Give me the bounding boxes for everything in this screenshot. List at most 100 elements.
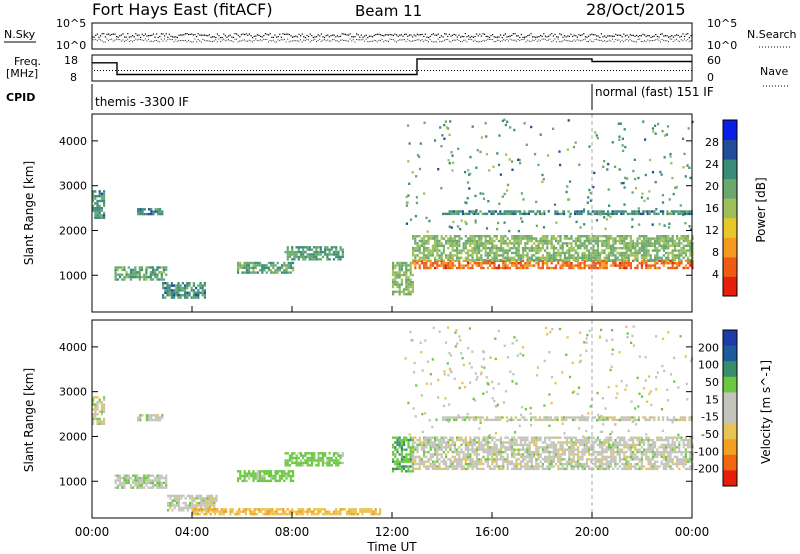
- nave-point: [523, 70, 524, 71]
- nsky-point: [487, 35, 489, 37]
- power-cell: [607, 242, 610, 245]
- power-cell: [405, 269, 408, 272]
- power-cell: [601, 266, 604, 270]
- velocity-cell: [398, 446, 401, 449]
- power-cell: [425, 264, 428, 267]
- nsearch-point: [285, 41, 287, 43]
- nave-point: [598, 70, 599, 71]
- velocity-cell: [561, 453, 564, 456]
- velocity-cell: [506, 453, 509, 456]
- power-cell: [623, 256, 626, 259]
- power-cell: [458, 249, 461, 252]
- power-cell: [501, 195, 504, 198]
- velocity-cell: [579, 438, 582, 442]
- power-cell: [486, 266, 489, 270]
- nsky-point: [672, 36, 674, 38]
- velocity-cell: [339, 454, 342, 457]
- nave-point: [580, 70, 581, 71]
- velocity-cell: [500, 443, 503, 447]
- velocity-cell: [281, 470, 284, 473]
- velocity-cell: [361, 510, 364, 513]
- nsearch-point: [544, 38, 546, 40]
- power-cell: [456, 254, 459, 257]
- velocity-cell: [129, 484, 133, 487]
- velocity-cell: [317, 461, 320, 465]
- power-cell: [96, 195, 99, 198]
- power-cell: [530, 244, 533, 247]
- power-cell: [521, 212, 524, 216]
- power-cell: [535, 224, 538, 228]
- velocity-cell: [239, 477, 242, 480]
- power-cell: [427, 242, 430, 245]
- power-cell: [293, 253, 296, 256]
- power-cell: [164, 286, 167, 290]
- power-cell: [579, 262, 582, 265]
- power-cell: [519, 217, 523, 220]
- power-cell: [201, 294, 204, 297]
- velocity-cell: [539, 436, 542, 439]
- velocity-cell: [513, 436, 516, 439]
- power-cell: [256, 261, 259, 265]
- velocity-cell: [500, 453, 503, 456]
- velocity-cell: [195, 497, 198, 500]
- power-cell: [653, 212, 656, 216]
- velocity-cell: [544, 446, 547, 449]
- power-cell: [607, 212, 610, 216]
- velocity-cell: [326, 512, 329, 516]
- velocity-cell: [568, 453, 571, 456]
- velocity-cell: [471, 465, 474, 468]
- velocity-cell: [396, 438, 399, 442]
- power-cell: [660, 239, 663, 243]
- power-cell: [405, 222, 408, 225]
- velocity-cell: [92, 408, 95, 411]
- power-cell: [493, 235, 496, 238]
- velocity-cell: [292, 470, 295, 473]
- velocity-cell: [572, 467, 575, 471]
- nave-point: [508, 70, 509, 71]
- nsky-point: [316, 36, 318, 38]
- power-cell: [575, 220, 578, 224]
- power-cell: [561, 259, 564, 262]
- power-cell: [461, 212, 464, 216]
- power-cell: [482, 197, 486, 200]
- power-cell: [481, 212, 484, 216]
- power-cell: [682, 235, 685, 238]
- power-cell: [125, 275, 128, 279]
- velocity-cell: [495, 453, 498, 456]
- velocity-cell: [278, 474, 281, 478]
- power-cell: [440, 242, 443, 245]
- power-cell: [415, 201, 418, 205]
- nsearch-point: [626, 38, 628, 40]
- nsky-point: [664, 35, 666, 37]
- velocity-cell: [522, 443, 525, 447]
- velocity-cell: [486, 436, 489, 439]
- velocity-cell: [561, 441, 564, 444]
- power-cell: [392, 273, 395, 277]
- power-cell: [647, 242, 650, 245]
- velocity-cell: [515, 460, 518, 463]
- velocity-cell: [572, 446, 575, 449]
- velocity-cell: [195, 501, 198, 505]
- nsky-point: [298, 33, 300, 35]
- velocity-cell: [555, 448, 558, 451]
- nsky-point: [413, 34, 415, 36]
- power-cell: [618, 239, 621, 243]
- power-cell: [289, 266, 292, 269]
- nsearch-point: [608, 39, 610, 41]
- power-cell: [434, 259, 437, 262]
- velocity-cell: [407, 470, 410, 473]
- power-cell: [548, 242, 551, 245]
- power-cell: [293, 255, 296, 259]
- velocity-cell: [504, 450, 507, 454]
- nsearch-point: [514, 39, 516, 41]
- nsearch-point: [186, 41, 188, 43]
- nsky-point: [103, 33, 105, 35]
- velocity-cell: [482, 448, 485, 451]
- power-cell: [621, 251, 624, 255]
- power-cell: [493, 239, 496, 243]
- velocity-cell: [469, 455, 472, 459]
- power-cell: [604, 212, 607, 216]
- colorbar-segment: [723, 217, 737, 238]
- power-cell: [561, 244, 564, 247]
- nsearch-point: [685, 40, 687, 42]
